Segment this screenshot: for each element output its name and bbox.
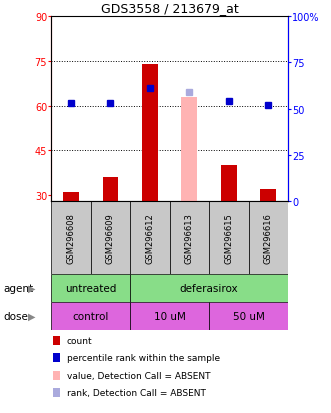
Bar — [209, 302, 288, 330]
Bar — [51, 202, 91, 274]
Text: GSM296616: GSM296616 — [264, 213, 273, 263]
Bar — [209, 202, 249, 274]
Bar — [181, 97, 197, 202]
Text: deferasirox: deferasirox — [180, 283, 238, 293]
Text: GSM296613: GSM296613 — [185, 213, 194, 263]
Bar — [142, 64, 158, 202]
Bar — [249, 202, 288, 274]
Text: agent: agent — [3, 283, 33, 293]
Title: GDS3558 / 213679_at: GDS3558 / 213679_at — [101, 2, 239, 15]
Text: value, Detection Call = ABSENT: value, Detection Call = ABSENT — [67, 371, 211, 380]
Text: GSM296608: GSM296608 — [67, 213, 75, 263]
Bar — [51, 274, 130, 302]
Text: control: control — [72, 311, 109, 321]
Bar — [91, 202, 130, 274]
Text: dose: dose — [3, 311, 28, 321]
Bar — [221, 166, 237, 202]
Text: rank, Detection Call = ABSENT: rank, Detection Call = ABSENT — [67, 388, 206, 397]
Bar — [130, 202, 169, 274]
Text: 50 uM: 50 uM — [233, 311, 264, 321]
Text: ▶: ▶ — [28, 311, 36, 321]
Bar — [169, 202, 209, 274]
Text: percentile rank within the sample: percentile rank within the sample — [67, 354, 220, 363]
Bar — [260, 190, 276, 202]
Text: GSM296612: GSM296612 — [145, 213, 155, 263]
Text: GSM296615: GSM296615 — [224, 213, 233, 263]
Text: 10 uM: 10 uM — [154, 311, 186, 321]
Bar — [51, 302, 130, 330]
Text: untreated: untreated — [65, 283, 117, 293]
Text: GSM296609: GSM296609 — [106, 213, 115, 263]
Text: ▶: ▶ — [28, 283, 36, 293]
Text: count: count — [67, 336, 92, 345]
Bar — [63, 193, 79, 202]
Bar — [130, 274, 288, 302]
Bar — [130, 302, 209, 330]
Bar — [103, 178, 118, 202]
